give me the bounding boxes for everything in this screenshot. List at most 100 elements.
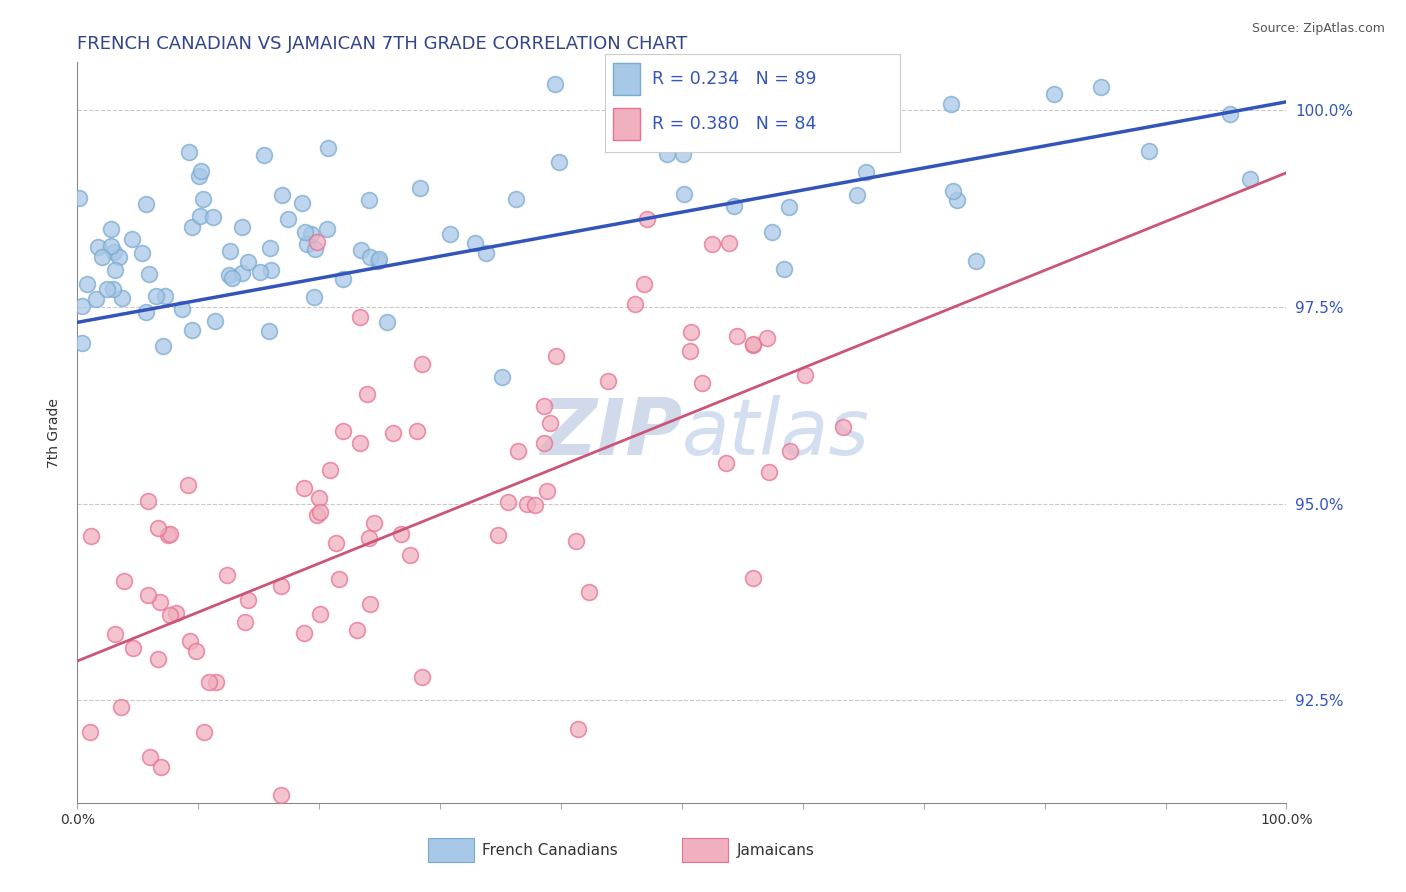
Point [146, 521, 169, 535]
Point [742, 336, 765, 351]
Point [70, 336, 93, 351]
Point [145, 288, 167, 302]
Point [112, 574, 135, 589]
Point [405, 425, 427, 439]
Point [359, 250, 381, 264]
Point [260, 262, 283, 277]
Point [399, 549, 422, 563]
Point [121, 640, 143, 655]
Point [201, 210, 224, 224]
Point [346, 623, 368, 637]
Point [204, 675, 226, 690]
Point [349, 436, 371, 450]
Bar [427, 838, 474, 862]
Text: atlas: atlas [682, 394, 870, 471]
Point [486, 528, 509, 542]
Point [633, 277, 655, 292]
Point [356, 387, 378, 401]
Point [67, 191, 90, 205]
Point [700, 237, 723, 252]
Point [411, 670, 433, 684]
Point [177, 478, 200, 492]
Point [381, 426, 404, 441]
Point [179, 634, 201, 648]
Point [845, 188, 868, 202]
Text: R = 0.380   N = 84: R = 0.380 N = 84 [652, 115, 817, 133]
Point [110, 699, 132, 714]
Point [389, 526, 412, 541]
Point [80, 529, 103, 543]
Point [496, 494, 519, 508]
Point [104, 627, 127, 641]
Point [193, 724, 215, 739]
Point [299, 227, 322, 241]
Point [236, 255, 259, 269]
Point [965, 254, 987, 268]
Point [190, 164, 212, 178]
Point [184, 644, 207, 658]
Point [367, 252, 389, 266]
Point [100, 238, 122, 252]
Point [294, 225, 316, 239]
Point [491, 370, 513, 384]
Point [773, 262, 796, 277]
Point [236, 592, 259, 607]
Point [221, 271, 243, 285]
Point [79, 724, 101, 739]
Point [84, 292, 107, 306]
Point [375, 315, 398, 329]
Point [177, 145, 200, 160]
Point [111, 291, 134, 305]
Point [832, 420, 855, 434]
Point [149, 595, 172, 609]
Point [367, 253, 389, 268]
Point [292, 626, 315, 640]
Point [1219, 106, 1241, 120]
Point [319, 463, 342, 477]
Point [533, 436, 555, 450]
Point [1090, 80, 1112, 95]
Point [159, 526, 181, 541]
Point [104, 262, 127, 277]
Point [637, 212, 659, 227]
Text: French Canadians: French Canadians [482, 843, 619, 858]
Text: R = 0.234   N = 89: R = 0.234 N = 89 [652, 70, 817, 88]
Point [357, 531, 380, 545]
Point [188, 169, 211, 183]
Point [942, 185, 965, 199]
Point [259, 324, 281, 338]
Point [253, 148, 276, 162]
Point [672, 147, 695, 161]
Point [779, 444, 801, 458]
Point [505, 192, 527, 206]
Point [101, 283, 124, 297]
Point [96, 282, 118, 296]
Point [259, 241, 281, 255]
Point [742, 571, 765, 585]
Point [349, 310, 371, 324]
Point [672, 187, 695, 202]
Point [565, 533, 588, 548]
Bar [613, 63, 640, 95]
Point [307, 235, 329, 249]
Point [76, 277, 98, 291]
Point [508, 443, 530, 458]
Point [103, 245, 125, 260]
Point [939, 97, 962, 112]
Point [290, 196, 312, 211]
Point [855, 165, 877, 179]
Point [544, 349, 567, 363]
Text: Source: ZipAtlas.com: Source: ZipAtlas.com [1251, 22, 1385, 36]
Point [231, 220, 253, 235]
Point [523, 498, 546, 512]
Point [308, 491, 330, 505]
Point [657, 147, 679, 161]
Point [136, 493, 159, 508]
Point [305, 508, 328, 523]
Point [308, 607, 330, 621]
Point [1239, 171, 1261, 186]
Y-axis label: 7th Grade: 7th Grade [48, 398, 62, 467]
Text: FRENCH CANADIAN VS JAMAICAN 7TH GRADE CORRELATION CHART: FRENCH CANADIAN VS JAMAICAN 7TH GRADE CO… [77, 35, 688, 53]
Point [328, 572, 350, 586]
Point [1137, 144, 1160, 158]
